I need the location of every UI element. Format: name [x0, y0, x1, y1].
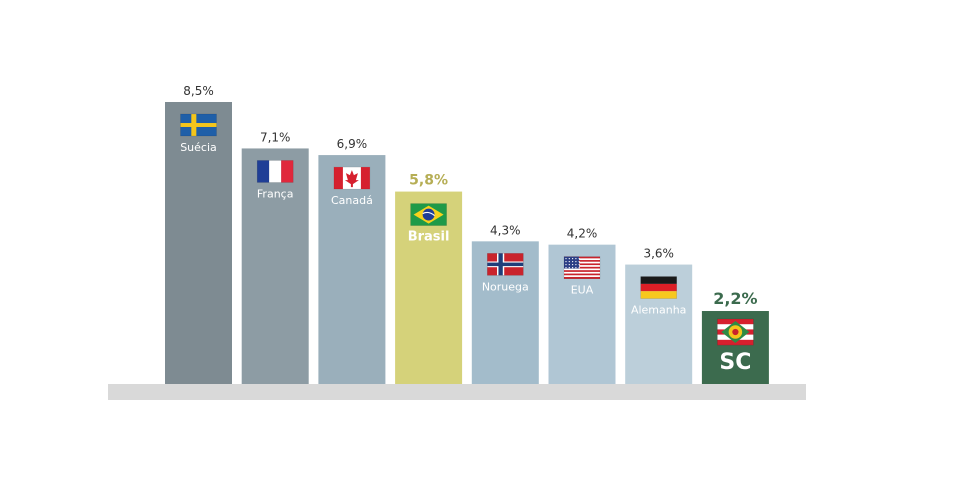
- usa-flag-icon: [563, 256, 601, 279]
- france-flag-icon: [256, 160, 294, 183]
- category-label-eua: EUA: [571, 284, 594, 297]
- sweden-flag-icon: [180, 113, 217, 137]
- bar-franca: [241, 148, 309, 384]
- chart-baseline: [108, 384, 806, 400]
- category-label-canada: Canadá: [331, 194, 373, 207]
- value-label-brasil: 5,8%: [409, 173, 448, 189]
- value-label-franca: 7,1%: [260, 130, 291, 144]
- bar-suecia: [165, 102, 232, 384]
- category-label-sc: SC: [719, 350, 751, 375]
- norway-flag-icon: [486, 253, 524, 276]
- value-label-sc: 2,2%: [713, 289, 757, 308]
- bars-group: 8,5% Suécia 7,1% França 6,9% Canadá 5,8% Brasil…: [165, 84, 769, 384]
- category-label-brasil: Brasil: [408, 230, 450, 245]
- category-label-alemanha: Alemanha: [631, 304, 687, 317]
- brazil-flag-icon: [410, 203, 447, 226]
- germany-flag-icon: [640, 276, 678, 299]
- santa-catarina-flag-icon: [717, 318, 754, 346]
- bar-canada: [318, 155, 386, 384]
- value-label-suecia: 8,5%: [183, 84, 214, 98]
- value-label-canada: 6,9%: [337, 137, 368, 151]
- category-label-suecia: Suécia: [180, 141, 217, 154]
- value-label-noruega: 4,3%: [490, 223, 521, 237]
- category-label-noruega: Noruega: [482, 280, 529, 293]
- category-label-franca: França: [257, 187, 294, 200]
- value-label-alemanha: 3,6%: [643, 247, 674, 261]
- canada-flag-icon: [333, 166, 371, 190]
- value-label-eua: 4,2%: [567, 227, 598, 241]
